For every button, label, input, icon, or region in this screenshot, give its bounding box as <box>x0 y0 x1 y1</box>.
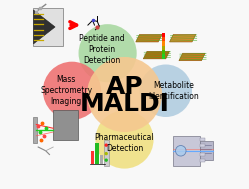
Circle shape <box>87 57 162 132</box>
Text: Metabolite
Identification: Metabolite Identification <box>148 81 199 101</box>
Polygon shape <box>34 10 55 44</box>
Bar <box>53 109 78 139</box>
Circle shape <box>105 158 108 162</box>
Bar <box>162 50 165 54</box>
Bar <box>200 159 205 162</box>
Bar <box>162 54 165 59</box>
Bar <box>162 46 165 50</box>
Polygon shape <box>143 51 170 59</box>
Circle shape <box>105 152 108 155</box>
Circle shape <box>78 24 137 82</box>
Bar <box>162 41 165 46</box>
Circle shape <box>139 64 192 117</box>
Bar <box>200 153 205 156</box>
Bar <box>199 141 213 160</box>
Circle shape <box>176 146 186 156</box>
Bar <box>104 139 109 166</box>
Bar <box>200 138 205 141</box>
Bar <box>162 33 165 37</box>
Bar <box>95 143 99 164</box>
Circle shape <box>95 110 154 169</box>
Text: Pharmaceutical
Detection: Pharmaceutical Detection <box>95 133 154 153</box>
Bar <box>162 37 165 41</box>
Bar <box>200 144 205 147</box>
Polygon shape <box>136 34 162 42</box>
Bar <box>91 151 94 164</box>
Text: MALDI: MALDI <box>80 92 169 116</box>
Text: AP: AP <box>106 75 143 99</box>
Circle shape <box>43 62 101 120</box>
Polygon shape <box>179 53 205 61</box>
Polygon shape <box>170 34 196 42</box>
Text: Mass
Spectrometry
Imaging: Mass Spectrometry Imaging <box>40 75 92 106</box>
Text: Peptide and
Protein
Detection: Peptide and Protein Detection <box>79 34 125 65</box>
Bar <box>100 155 104 164</box>
Bar <box>173 136 199 166</box>
Bar <box>33 8 62 46</box>
Bar <box>33 117 37 143</box>
Circle shape <box>105 143 108 147</box>
